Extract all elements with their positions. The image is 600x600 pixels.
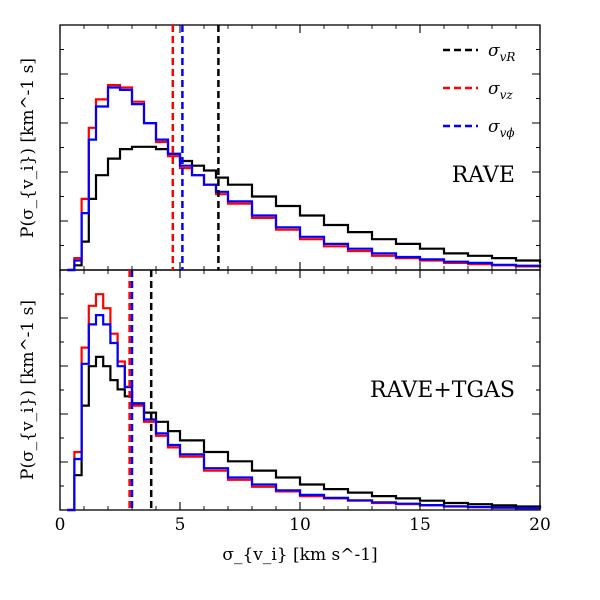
legend-label-phi: σvϕ [488,117,515,140]
x-tick-label-4: 20 [529,515,551,535]
x-tick-label-0: 0 [55,515,66,535]
top-panel-marks [67,25,542,272]
histogram-R-panel-0 [67,145,542,272]
histogram-R-panel-1 [67,355,542,512]
legend: σvR σvz σvϕ [443,41,515,140]
bottom-ylabel: P(σ_{v_i}) [km^-1 s] [18,300,38,480]
histogram-phi-panel-0 [67,86,542,272]
bottom-panel-marks [67,270,542,512]
bottom-panel-label: RAVE+TGAS [370,378,515,403]
legend-label-R: σvR [488,41,515,64]
xlabel: σ_{v_i} [km s^-1] [222,545,377,565]
top-panel-label: RAVE [452,163,515,188]
top-ylabel: P(σ_{v_i}) [km^-1 s] [18,58,38,238]
legend-label-z: σvz [488,79,513,102]
axis-ticks: 0 5 10 15 20 [55,25,551,535]
histogram-phi-panel-1 [67,314,542,512]
x-tick-label-3: 15 [409,515,431,535]
x-tick-label-2: 10 [289,515,311,535]
x-tick-label-1: 5 [175,515,186,535]
